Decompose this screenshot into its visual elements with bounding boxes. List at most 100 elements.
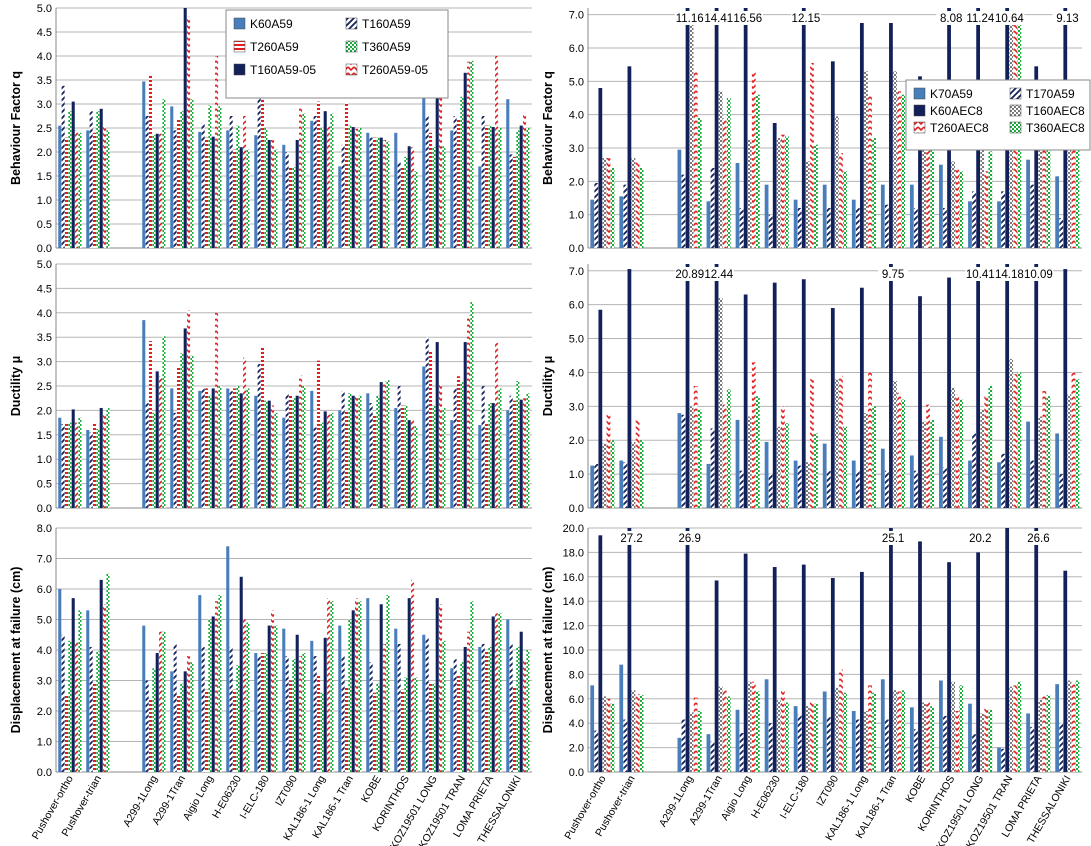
bar xyxy=(99,407,103,508)
bar xyxy=(145,403,149,508)
bar xyxy=(955,394,960,508)
annotation-bg xyxy=(965,531,996,545)
bar xyxy=(397,386,401,508)
bar xyxy=(855,719,860,772)
bar xyxy=(1026,421,1030,508)
bar xyxy=(751,681,756,772)
bar xyxy=(484,422,489,508)
bar xyxy=(394,628,398,772)
annotation-bg xyxy=(616,531,647,545)
bar xyxy=(519,399,523,508)
bar xyxy=(383,381,387,508)
bar xyxy=(1042,391,1047,508)
bar xyxy=(909,184,914,248)
bar xyxy=(619,664,624,772)
bar xyxy=(677,149,682,248)
bar xyxy=(1001,191,1005,248)
bar xyxy=(1055,176,1060,248)
bar xyxy=(404,677,408,772)
annotation-bg xyxy=(994,267,1025,281)
bar xyxy=(187,656,191,772)
bar xyxy=(1071,681,1076,772)
bar xyxy=(880,679,885,772)
bar xyxy=(190,355,194,508)
bar xyxy=(822,184,827,248)
bar xyxy=(1059,218,1064,248)
bar xyxy=(697,118,702,248)
bar xyxy=(162,336,166,508)
bar xyxy=(302,653,306,772)
bar-value-label: 10.41 xyxy=(966,269,995,281)
bar xyxy=(864,71,868,248)
bar xyxy=(681,719,686,772)
bar xyxy=(152,135,156,248)
bar xyxy=(706,463,711,508)
bar xyxy=(327,125,331,248)
legend-box xyxy=(905,79,1091,151)
bar xyxy=(602,443,607,508)
bar xyxy=(488,125,492,248)
bar xyxy=(282,628,286,772)
bar xyxy=(358,395,362,508)
bar xyxy=(330,412,334,508)
bar xyxy=(768,723,773,772)
bar xyxy=(984,396,989,508)
bar xyxy=(271,610,275,772)
bar xyxy=(839,153,843,248)
bar xyxy=(1038,416,1043,508)
annotation-bg xyxy=(994,11,1025,25)
bar xyxy=(338,625,342,772)
legend-swatch xyxy=(233,17,246,30)
y-tick-label: 0.0 xyxy=(37,503,52,515)
bar xyxy=(880,448,885,508)
bar-value-label: 10.09 xyxy=(1024,269,1053,281)
bar xyxy=(316,674,321,772)
bar xyxy=(215,601,219,772)
bar xyxy=(677,413,682,508)
bar xyxy=(271,405,275,508)
bar xyxy=(288,680,293,772)
bar xyxy=(341,390,345,508)
bar xyxy=(1013,685,1018,772)
bar xyxy=(145,116,149,248)
bar xyxy=(478,425,482,508)
bar xyxy=(226,130,230,248)
bar xyxy=(922,702,926,772)
plot-left-q: 0.0 0.5 1.0 1.5 2.0 2.5 3.0 3.5 4.0 4.5 5.0 Behavio… xyxy=(9,3,532,255)
bar xyxy=(884,470,889,508)
bar xyxy=(432,683,436,772)
bar xyxy=(859,287,864,508)
bar xyxy=(1038,700,1043,772)
y-tick-label: 0.0 xyxy=(569,767,584,779)
y-tick-label: 2.0 xyxy=(569,435,584,447)
bar xyxy=(148,698,153,772)
bar xyxy=(159,376,163,508)
bar xyxy=(1067,680,1072,772)
bar xyxy=(470,601,474,772)
bar xyxy=(155,133,159,248)
bar xyxy=(414,677,418,772)
bar xyxy=(801,8,806,248)
legend-label: T260AEC8 xyxy=(930,121,989,135)
bar xyxy=(893,71,897,248)
bar xyxy=(951,387,956,508)
bar xyxy=(96,428,100,508)
bar xyxy=(997,462,1001,508)
bar xyxy=(201,123,205,248)
bar xyxy=(594,183,599,248)
bar xyxy=(442,640,446,772)
bar xyxy=(358,601,362,772)
bar xyxy=(884,719,889,772)
bar xyxy=(323,411,327,508)
bar xyxy=(68,640,72,772)
y-tick-label: 0.5 xyxy=(37,479,52,491)
bar xyxy=(198,131,202,248)
y-tick-label: 2.0 xyxy=(37,147,52,159)
bar xyxy=(397,162,401,248)
bar xyxy=(358,128,362,248)
bar xyxy=(943,715,947,772)
bar xyxy=(274,625,278,772)
y-tick-label: 1.0 xyxy=(37,737,52,749)
bar xyxy=(155,653,159,772)
bar xyxy=(226,546,230,772)
